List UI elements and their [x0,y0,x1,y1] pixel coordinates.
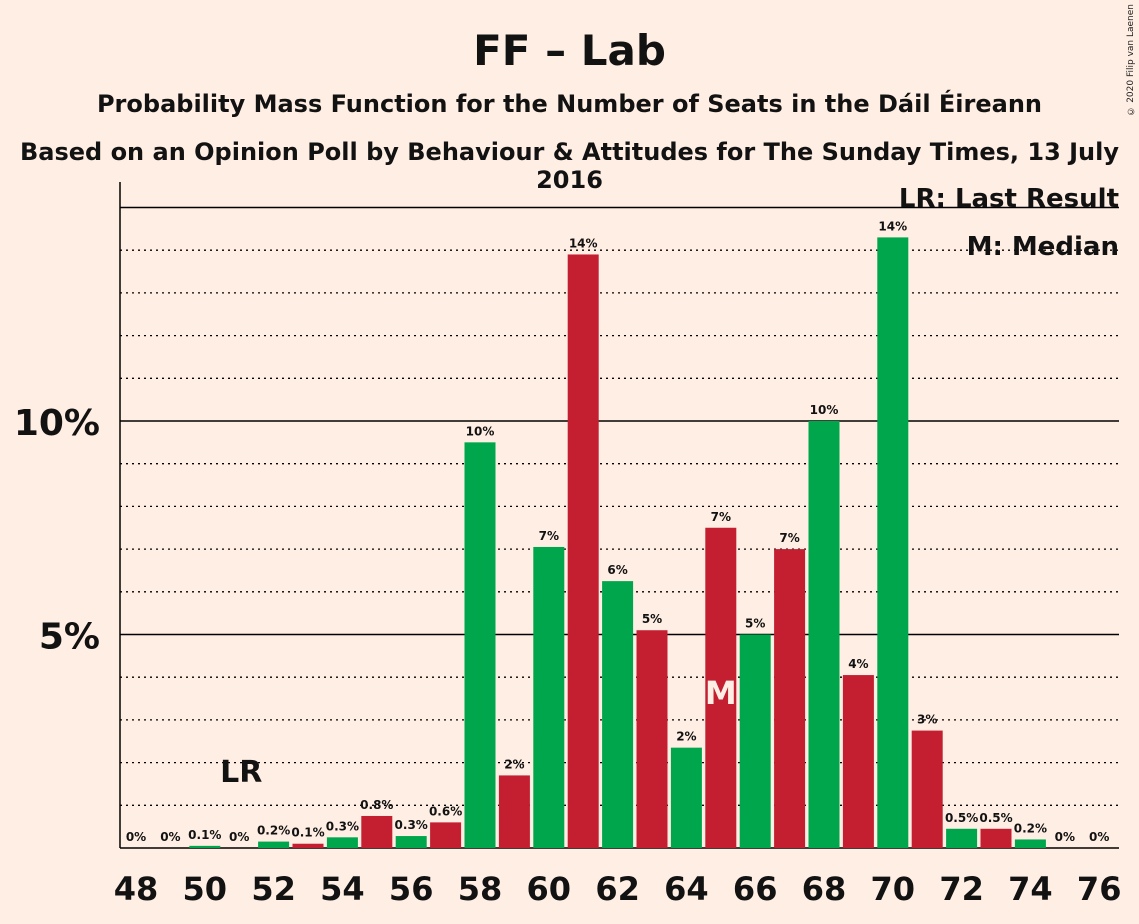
x-tick-label: 56 [389,870,434,908]
data-label: 0% [1089,830,1109,844]
legend-median: M: Median [966,232,1119,262]
data-label: 0.5% [945,811,978,825]
data-label: 0.8% [360,798,393,812]
bar-seat-59 [498,775,530,848]
data-label: 0% [1055,830,1075,844]
data-label: 0.5% [979,811,1012,825]
x-tick-label: 68 [802,870,847,908]
data-label: 7% [539,529,559,543]
chart-subtitle: Probability Mass Function for the Number… [96,90,1043,118]
bar-seat-62 [602,581,634,848]
data-label: 10% [466,424,495,438]
x-tick-label: 66 [733,870,778,908]
data-label: 0.1% [188,828,221,842]
data-label: 0.3% [326,819,359,833]
data-label: 7% [779,531,799,545]
x-tick-label: 72 [939,870,984,908]
data-label: 2% [504,757,524,771]
x-tick-label: 62 [595,870,640,908]
bar-seat-67 [774,549,806,848]
bar-seat-60 [533,546,565,848]
data-label: 0% [229,830,249,844]
x-tick-label: 60 [527,870,572,908]
data-label: 5% [745,617,765,631]
data-label: 6% [607,563,627,577]
data-label: 0.2% [1014,821,1047,835]
bar-seat-61 [567,254,599,849]
legend-last-result: LR: Last Result [898,184,1119,214]
x-tick-label: 50 [183,870,228,908]
bar-seat-64 [670,747,702,848]
bar-seat-65 [705,527,737,848]
data-label: 5% [642,612,662,626]
last-result-marker: LR [220,755,262,790]
data-label: 14% [569,236,598,250]
x-tick-label: 74 [1008,870,1053,908]
data-label: 4% [848,657,868,671]
data-label: 0% [126,830,146,844]
bar-seat-63 [636,630,668,848]
data-label: 14% [878,219,907,233]
x-tick-label: 48 [114,870,159,908]
data-label: 7% [711,510,731,524]
bar-seat-72 [946,828,978,848]
bar-seat-69 [842,675,874,848]
y-tick-label: 10% [14,403,100,444]
data-label: 0% [160,830,180,844]
data-label: 3% [917,713,937,727]
bar-seat-50 [189,845,221,848]
bar-seat-52 [258,841,290,848]
data-label: 0.1% [291,826,324,840]
median-marker: M [705,674,737,712]
data-label: 2% [676,730,696,744]
bar-seat-55 [361,815,393,848]
y-tick-label: 5% [39,617,100,658]
x-tick-label: 54 [320,870,365,908]
bar-seat-54 [326,837,358,848]
bar-seat-57 [430,822,462,848]
bar-seat-56 [395,836,427,848]
bar-seat-70 [877,237,909,848]
bar-seat-73 [980,828,1012,848]
data-label: 0.6% [429,804,462,818]
x-tick-label: 52 [251,870,296,908]
bar-seat-74 [1014,839,1046,848]
bar-seat-58 [464,442,496,848]
bar-seat-68 [808,421,840,848]
data-label: 10% [810,403,839,417]
chart-subtitle-source: Based on an Opinion Poll by Behaviour & … [19,138,1120,194]
bar-seat-71 [911,730,943,848]
x-tick-label: 70 [871,870,916,908]
data-label: 0.2% [257,824,290,838]
x-tick-label: 58 [458,870,503,908]
x-tick-label: 76 [1077,870,1122,908]
bar-seat-66 [739,634,771,848]
x-tick-label: 64 [664,870,709,908]
data-label: 0.3% [395,818,428,832]
chart-title: FF – Lab [473,26,666,75]
bar-seat-53 [292,843,324,848]
